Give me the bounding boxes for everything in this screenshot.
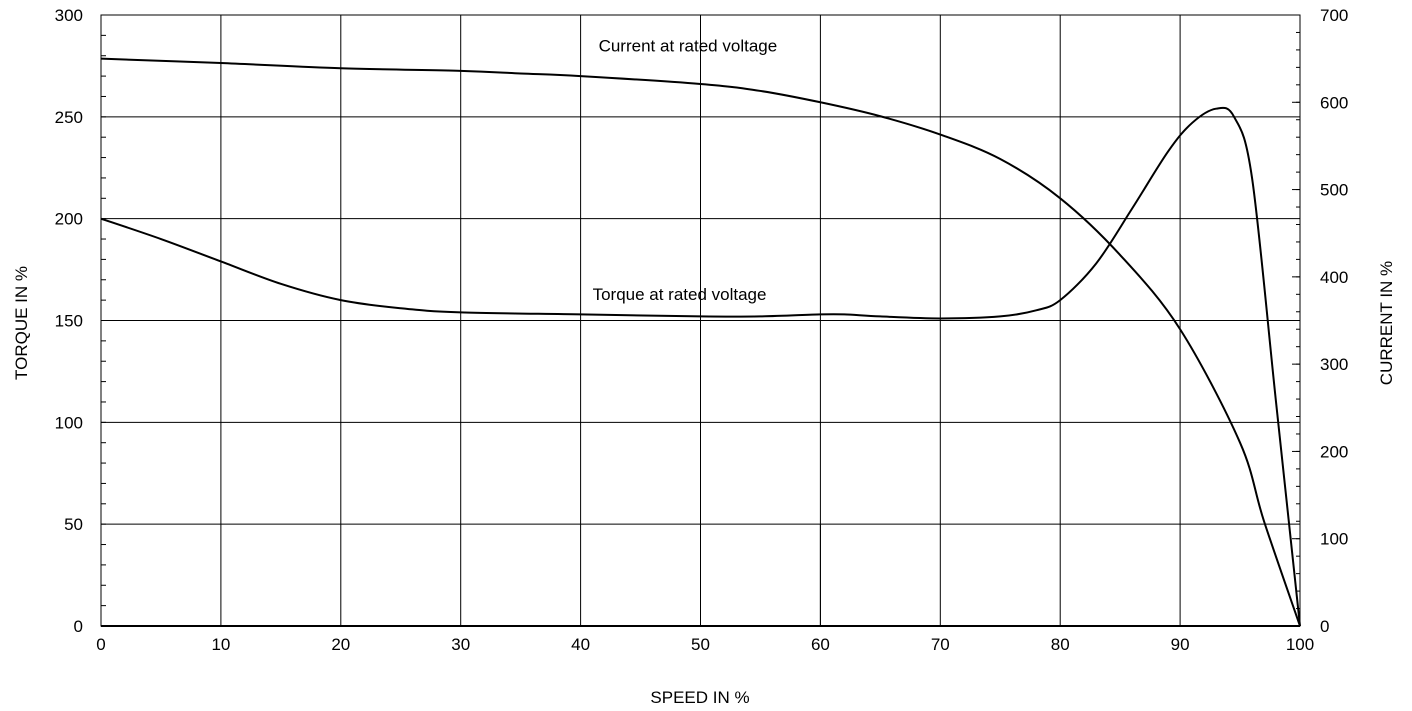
- y2-tick-label: 300: [1320, 355, 1348, 374]
- y-tick-labels: 0 50 100 150 200 250 300: [55, 6, 83, 636]
- y2-tick-label: 400: [1320, 268, 1348, 287]
- x-tick-label: 40: [571, 635, 590, 654]
- x-tick-label: 70: [931, 635, 950, 654]
- y-tick-label: 200: [55, 210, 83, 229]
- y-axis-title: TORQUE IN %: [12, 266, 31, 380]
- current-curve: [100, 57, 1301, 627]
- torque-curve: [100, 106, 1301, 627]
- x-tick-label: 90: [1171, 635, 1190, 654]
- speed-markers: [700, 524, 821, 626]
- annotations: Current at rated voltage Torque at rated …: [593, 37, 778, 304]
- y-tick-label: 250: [55, 108, 83, 127]
- y2-tick-label: 500: [1320, 181, 1348, 200]
- x-tick-label: 80: [1051, 635, 1070, 654]
- x-tick-label: 0: [96, 635, 105, 654]
- y2-tick-label: 200: [1320, 442, 1348, 461]
- x-tick-label: 10: [211, 635, 230, 654]
- x-tick-label: 30: [451, 635, 470, 654]
- y2-tick-label: 0: [1320, 617, 1329, 636]
- y-tick-label: 0: [74, 617, 83, 636]
- y2-tick-label: 700: [1320, 6, 1348, 25]
- y2-tick-labels: 0 100 200 300 400 500 600 700: [1320, 6, 1348, 636]
- y-tick-label: 50: [64, 515, 83, 534]
- x-tick-label: 20: [331, 635, 350, 654]
- y2-tick-label: 100: [1320, 530, 1348, 549]
- series-lines: [100, 57, 1301, 628]
- y-tick-label: 150: [55, 312, 83, 331]
- torque-curve-label: Torque at rated voltage: [593, 285, 767, 304]
- y-tick-label: 100: [55, 413, 83, 432]
- x-axis-title: SPEED IN %: [650, 688, 749, 707]
- x-tick-label: 50: [691, 635, 710, 654]
- y-tick-label: 300: [55, 6, 83, 25]
- x-tick-label: 100: [1286, 635, 1314, 654]
- y2-axis-title: CURRENT IN %: [1377, 261, 1396, 385]
- x-tick-label: 60: [811, 635, 830, 654]
- current-curve-label: Current at rated voltage: [599, 37, 778, 56]
- y2-tick-label: 600: [1320, 93, 1348, 112]
- x-tick-labels: 0 10 20 30 40 50 60 70 80 90 100: [96, 635, 1314, 654]
